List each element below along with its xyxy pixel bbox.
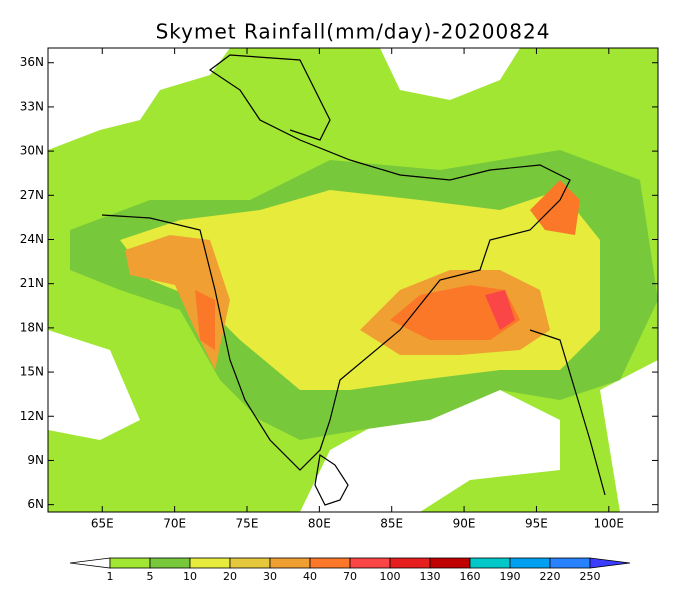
colorbar-box: [469, 557, 511, 569]
lat-tick-label: 30N: [20, 144, 44, 158]
lon-tick-label: 70E: [163, 517, 186, 531]
colorbar-label: 30: [263, 570, 277, 583]
colorbar-label: 40: [303, 570, 317, 583]
colorbar-over: [589, 557, 631, 569]
colorbar-label: 5: [147, 570, 154, 583]
lat-tick-label: 18N: [20, 320, 44, 334]
colorbar-box: [429, 557, 471, 569]
lat-tick-label: 9N: [27, 453, 44, 467]
dry-area: [48, 330, 140, 440]
lon-tick-label: 85E: [380, 517, 403, 531]
rain-40-70: [530, 180, 580, 235]
lon-tick-label: 80E: [308, 517, 331, 531]
rain-70-100: [485, 290, 515, 330]
dry-area: [48, 48, 230, 150]
colorbar-box: [229, 557, 271, 569]
lat-tick-label: 21N: [20, 276, 44, 290]
colorbar-label: 70: [343, 570, 357, 583]
colorbar-box: [269, 557, 311, 569]
colorbar-label: 20: [223, 570, 237, 583]
lon-tick-label: 100E: [594, 517, 625, 531]
rainfall-field: [48, 48, 658, 512]
sri-lanka: [314, 453, 349, 506]
colorbar-box: [549, 557, 591, 569]
rain-40-70: [195, 290, 215, 350]
colorbar-label: 130: [420, 570, 441, 583]
colorbar-box: [509, 557, 551, 569]
map-title: Skymet Rainfall(mm/day)-20200824: [156, 20, 551, 44]
colorbar-label: 160: [460, 570, 481, 583]
colorbar-label: 250: [580, 570, 601, 583]
lat-tick-label: 33N: [20, 99, 44, 113]
colorbar-box: [389, 557, 431, 569]
dry-area: [380, 48, 520, 100]
colorbar-label: 1: [107, 570, 114, 583]
colorbar-box: [349, 557, 391, 569]
colorbar-box: [309, 557, 351, 569]
lat-tick-label: 15N: [20, 365, 44, 379]
dry-area: [300, 390, 560, 512]
lat-tick-label: 36N: [20, 55, 44, 69]
lon-tick-label: 95E: [525, 517, 548, 531]
coastline: [529, 329, 606, 496]
lon-tick-label: 90E: [453, 517, 476, 531]
colorbar-label: 220: [540, 570, 561, 583]
coastline: [101, 54, 571, 471]
lon-tick-label: 75E: [236, 517, 259, 531]
lat-tick-label: 27N: [20, 188, 44, 202]
colorbar-box: [109, 557, 151, 569]
colorbar-label: 10: [183, 570, 197, 583]
colorbar-under: [69, 557, 111, 569]
map-frame: [47, 47, 659, 513]
colorbar-box: [149, 557, 191, 569]
lat-tick-label: 12N: [20, 409, 44, 423]
colorbar-label: 190: [500, 570, 521, 583]
colorbar-box: [189, 557, 231, 569]
lon-tick-label: 65E: [91, 517, 114, 531]
colorbar-label: 100: [380, 570, 401, 583]
lat-tick-label: 24N: [20, 232, 44, 246]
lat-tick-label: 6N: [27, 497, 44, 511]
dry-area: [600, 360, 658, 512]
